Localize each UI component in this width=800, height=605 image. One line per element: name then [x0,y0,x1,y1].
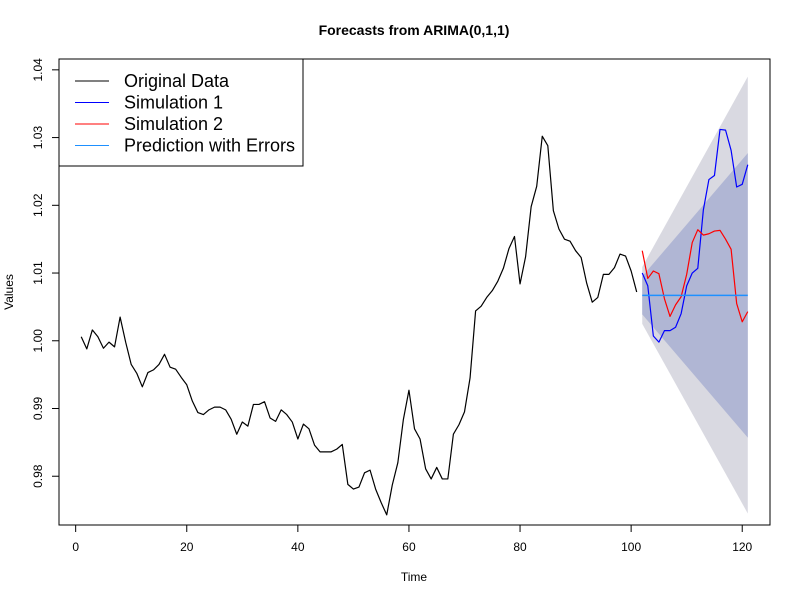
x-tick-label: 40 [291,540,305,554]
legend-label: Simulation 1 [124,93,223,113]
y-tick-label: 1.02 [31,193,45,217]
x-tick-label: 0 [72,540,79,554]
series-lines [80,128,749,516]
series-line-original-data [80,135,638,516]
y-tick-label: 1.04 [31,58,45,82]
x-axis-label: Time [401,570,428,584]
legend-box [58,58,304,167]
x-tick-label: 80 [513,540,527,554]
legend-label: Simulation 2 [124,114,223,134]
y-tick-label: 0.99 [31,396,45,420]
x-tick-label: 120 [732,540,752,554]
y-tick-label: 0.98 [31,464,45,488]
y-tick-label: 1.01 [31,261,45,285]
chart-title: Forecasts from ARIMA(0,1,1) [319,22,510,38]
x-axis: 0 20 40 60 80 100 120 [72,524,753,554]
x-tick-label: 20 [180,540,194,554]
x-tick-label: 60 [402,540,416,554]
y-axis: 0.98 0.99 1.00 1.01 1.02 1.03 1.04 [31,58,60,488]
series-line-simulation-1 [641,128,749,343]
series-line-simulation-2 [641,229,749,323]
x-tick-label: 100 [621,540,641,554]
legend-label: Original Data [124,71,230,91]
y-axis-label: Values [2,274,16,310]
y-tick-label: 1.00 [31,329,45,353]
legend-label: Prediction with Errors [124,136,295,156]
y-tick-label: 1.03 [31,126,45,150]
